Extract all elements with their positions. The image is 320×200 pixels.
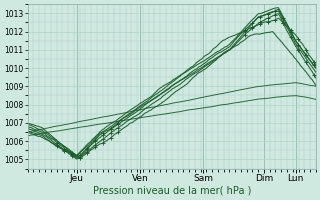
X-axis label: Pression niveau de la mer( hPa ): Pression niveau de la mer( hPa ) bbox=[92, 186, 251, 196]
